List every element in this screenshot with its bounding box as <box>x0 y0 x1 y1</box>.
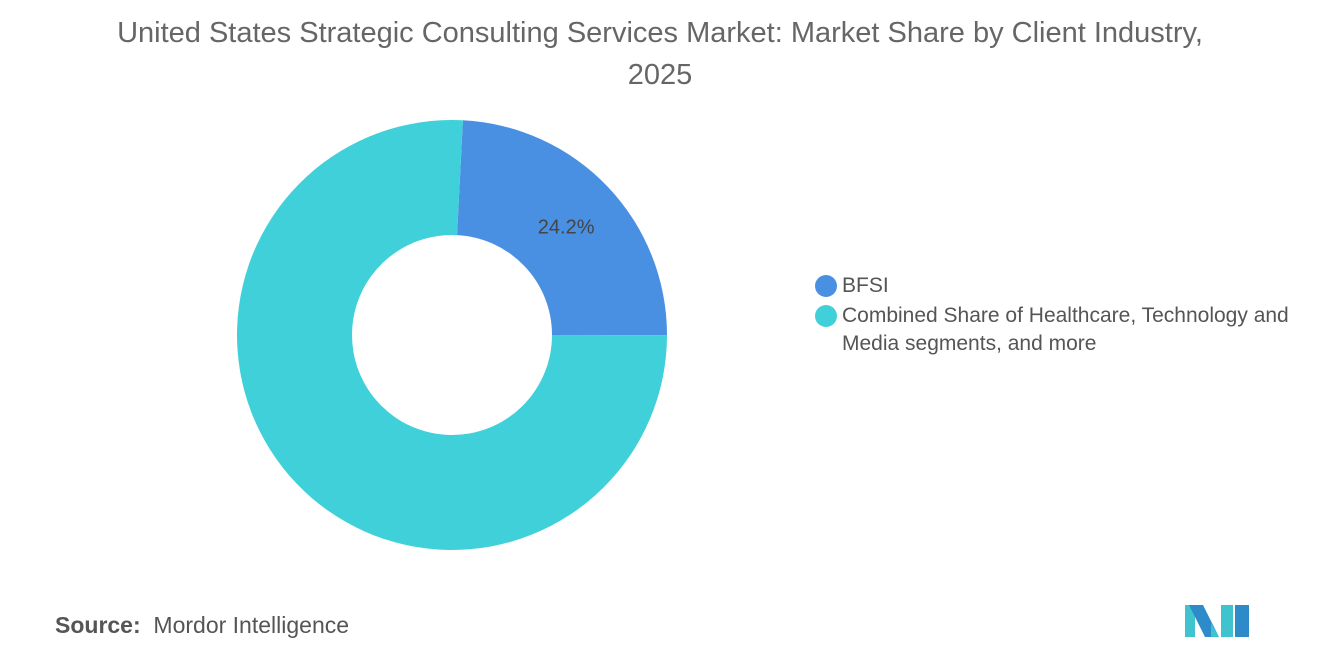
chart-title: United States Strategic Consulting Servi… <box>117 17 1203 91</box>
slice-0 <box>457 120 667 336</box>
source-label: Source: <box>55 612 141 638</box>
mordor-logo-icon <box>1185 605 1249 637</box>
legend-label: BFSI <box>842 274 889 297</box>
legend-swatch <box>815 275 837 297</box>
legend-swatch <box>815 305 837 327</box>
source-note: Source: Mordor Intelligence <box>55 612 349 639</box>
source-value: Mordor Intelligence <box>153 612 350 638</box>
slice-1 <box>237 119 667 550</box>
legend-label: Combined Share of Healthcare, Technology… <box>842 304 1289 355</box>
data-label: 24.2% <box>538 217 595 239</box>
